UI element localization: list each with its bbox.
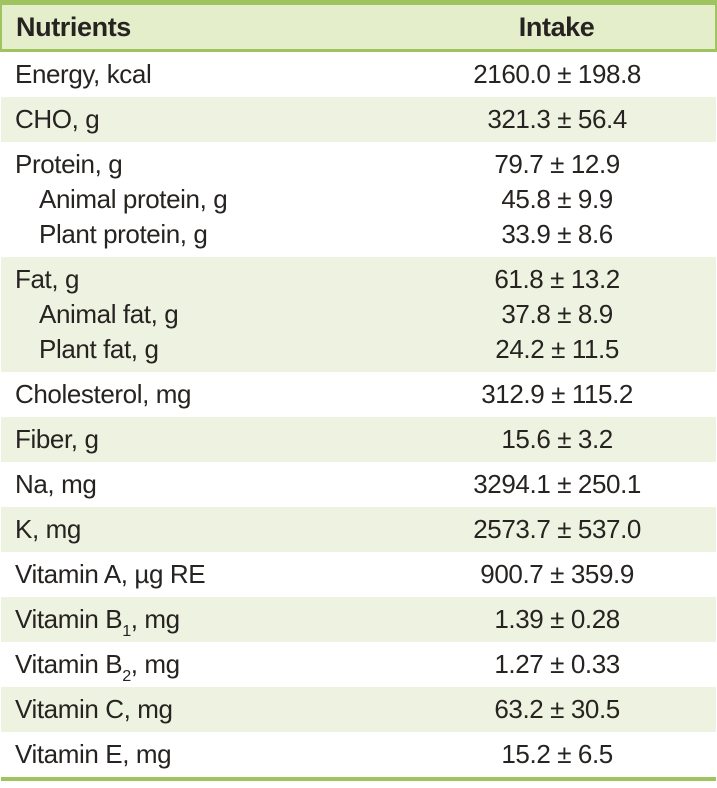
intake-value: 1.27 ± 0.33 (398, 642, 716, 687)
subscript: 1 (122, 622, 131, 641)
nutrient-label: Vitamin E, mg (1, 732, 399, 779)
nutrient-group: Na, mg 3294.1 ± 250.1 (1, 462, 716, 507)
nutrient-label: Na, mg (1, 462, 399, 507)
nutrient-label: Fat, g (1, 257, 399, 297)
table-row: Animal protein, g 45.8 ± 9.9 (1, 182, 716, 217)
intake-value: 2573.7 ± 537.0 (398, 507, 716, 552)
nutrient-label: Plant protein, g (1, 217, 399, 257)
table-row: Vitamin E, mg 15.2 ± 6.5 (1, 732, 716, 779)
table-header: Nutrients Intake (0, 2, 717, 52)
table-row: Na, mg 3294.1 ± 250.1 (1, 462, 716, 507)
col-header-nutrients: Nutrients (0, 2, 399, 52)
nutrient-label: Vitamin A, µg RE (1, 552, 399, 597)
table-row: Fiber, g 15.6 ± 3.2 (1, 417, 716, 462)
table-row: Fat, g 61.8 ± 13.2 (1, 257, 716, 297)
subscript: 2 (122, 667, 131, 686)
nutrient-group: Energy, kcal 2160.0 ± 198.8 (1, 50, 716, 97)
nutrient-group: Vitamin A, µg RE 900.7 ± 359.9 (1, 552, 716, 597)
table-row: CHO, g 321.3 ± 56.4 (1, 97, 716, 142)
table-row: K, mg 2573.7 ± 537.0 (1, 507, 716, 552)
intake-value: 24.2 ± 11.5 (398, 332, 716, 372)
intake-value: 37.8 ± 8.9 (398, 297, 716, 332)
nutrient-group: Vitamin E, mg 15.2 ± 6.5 (1, 732, 716, 779)
intake-value: 321.3 ± 56.4 (398, 97, 716, 142)
header-row: Nutrients Intake (0, 2, 717, 52)
nutrient-label: Protein, g (1, 142, 399, 182)
nutrient-group: Protein, g 79.7 ± 12.9 Animal protein, g 45… (1, 142, 716, 257)
nutrient-group: Vitamin C, mg 63.2 ± 30.5 (1, 687, 716, 732)
nutrient-label: Vitamin B2, mg (1, 642, 399, 687)
nutrient-label: K, mg (1, 507, 399, 552)
nutrient-group: K, mg 2573.7 ± 537.0 (1, 507, 716, 552)
intake-value: 15.2 ± 6.5 (398, 732, 716, 779)
intake-value: 33.9 ± 8.6 (398, 217, 716, 257)
nutrient-label: Vitamin B1, mg (1, 597, 399, 642)
intake-value: 3294.1 ± 250.1 (398, 462, 716, 507)
nutrient-label: Vitamin C, mg (1, 687, 399, 732)
intake-value: 63.2 ± 30.5 (398, 687, 716, 732)
table-row: Vitamin A, µg RE 900.7 ± 359.9 (1, 552, 716, 597)
table-row: Plant fat, g 24.2 ± 11.5 (1, 332, 716, 372)
table-row: Vitamin B2, mg 1.27 ± 0.33 (1, 642, 716, 687)
col-header-intake: Intake (398, 2, 717, 52)
table-row: Vitamin C, mg 63.2 ± 30.5 (1, 687, 716, 732)
table-row: Plant protein, g 33.9 ± 8.6 (1, 217, 716, 257)
table-row: Animal fat, g 37.8 ± 8.9 (1, 297, 716, 332)
table-row: Energy, kcal 2160.0 ± 198.8 (1, 50, 716, 97)
nutrient-group: CHO, g 321.3 ± 56.4 (1, 97, 716, 142)
nutrient-label: Animal fat, g (1, 297, 399, 332)
table-row: Protein, g 79.7 ± 12.9 (1, 142, 716, 182)
intake-value: 61.8 ± 13.2 (398, 257, 716, 297)
nutrient-group: Cholesterol, mg 312.9 ± 115.2 (1, 372, 716, 417)
nutrient-label: CHO, g (1, 97, 399, 142)
nutrient-group: Vitamin B2, mg 1.27 ± 0.33 (1, 642, 716, 687)
intake-value: 1.39 ± 0.28 (398, 597, 716, 642)
intake-value: 45.8 ± 9.9 (398, 182, 716, 217)
intake-value: 312.9 ± 115.2 (398, 372, 716, 417)
intake-value: 79.7 ± 12.9 (398, 142, 716, 182)
nutrient-label: Cholesterol, mg (1, 372, 399, 417)
table-row: Vitamin B1, mg 1.39 ± 0.28 (1, 597, 716, 642)
nutrient-label: Energy, kcal (1, 50, 399, 97)
intake-value: 15.6 ± 3.2 (398, 417, 716, 462)
nutrient-label: Plant fat, g (1, 332, 399, 372)
nutrient-label: Fiber, g (1, 417, 399, 462)
nutrient-group: Vitamin B1, mg 1.39 ± 0.28 (1, 597, 716, 642)
nutrient-label: Animal protein, g (1, 182, 399, 217)
intake-value: 900.7 ± 359.9 (398, 552, 716, 597)
nutrient-group: Fiber, g 15.6 ± 3.2 (1, 417, 716, 462)
table-row: Cholesterol, mg 312.9 ± 115.2 (1, 372, 716, 417)
intake-value: 2160.0 ± 198.8 (398, 50, 716, 97)
nutrient-group: Fat, g 61.8 ± 13.2 Animal fat, g 37.8 ± 8.9… (1, 257, 716, 372)
